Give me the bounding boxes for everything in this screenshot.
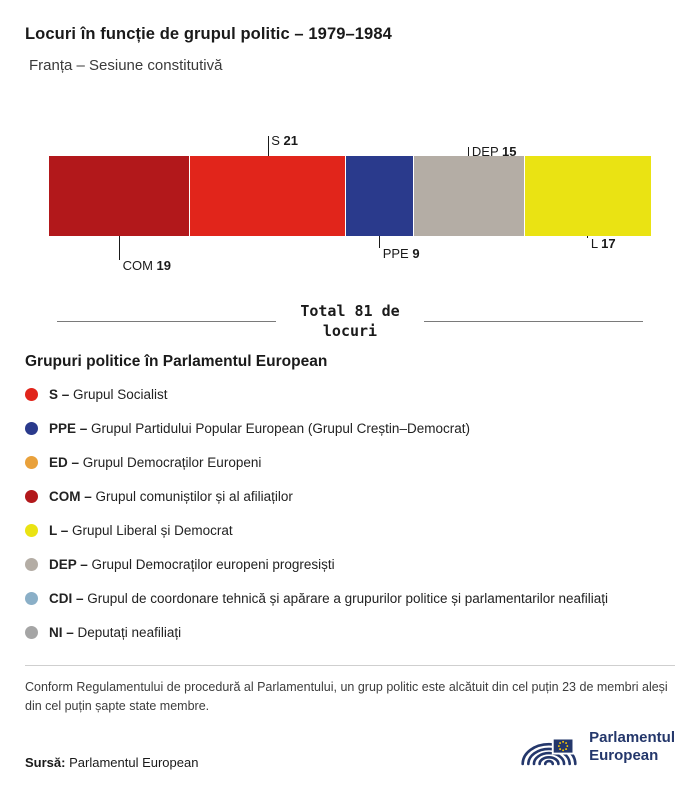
divider-line: [25, 665, 675, 666]
bottom-row: Sursă: Parlamentul European: [25, 724, 675, 770]
stacked-bar-chart: COM 19 S 21 PPE 9 DEP 15 L 17: [49, 126, 651, 276]
legend-item-ppe: PPE – Grupul Partidului Popular European…: [25, 411, 675, 445]
legend-color-dot-cdi: [25, 591, 38, 605]
legend-item-label-dep: DEP – Grupul Democraților europeni progr…: [49, 556, 335, 572]
segment-label-l: L 17: [590, 236, 616, 251]
eu-flag-stars: [558, 740, 569, 752]
logo-wordmark: Parlamentul European: [589, 729, 675, 764]
legend-item-label-cdi: CDI – Grupul de coordonare tehnică și ap…: [49, 590, 609, 606]
legend-heading: Grupuri politice în Parlamentul European: [25, 353, 328, 370]
total-rule-left: [57, 321, 276, 322]
legend-color-dot-ed: [25, 455, 38, 469]
source-text: Parlamentul European: [69, 755, 199, 770]
footnote-text: Conform Regulamentului de procedură al P…: [25, 680, 668, 714]
legend-item-com: COM – Grupul comuniștilor și al afiliați…: [25, 479, 675, 513]
legend-color-dot-ppe: [25, 421, 38, 435]
total-seats-label: Total 81 de locuri: [300, 302, 400, 340]
legend-color-dot-dep: [25, 557, 38, 571]
legend-item-l: L – Grupul Liberal și Democrat: [25, 513, 675, 547]
legend-item-label-ed: ED – Grupul Democraților Europeni: [49, 454, 262, 470]
total-rule-right: [424, 321, 643, 322]
legend-item-label-l: L – Grupul Liberal și Democrat: [49, 522, 233, 538]
total-seats-row: Total 81 de locuri: [57, 302, 643, 341]
segment-label-dep: DEP 15: [471, 144, 517, 159]
legend-item-cdi: CDI – Grupul de coordonare tehnică și ap…: [25, 581, 675, 615]
european-parliament-logo: Parlamentul European: [518, 724, 675, 770]
segment-label-com: COM 19: [122, 258, 172, 273]
source-line: Sursă: Parlamentul European: [25, 755, 198, 770]
seats-bar: [49, 156, 651, 236]
legend-item-dep: DEP – Grupul Democraților europeni progr…: [25, 547, 675, 581]
bar-segment-l: [524, 156, 651, 236]
legend-color-dot-ni: [25, 625, 38, 639]
bar-segment-s: [189, 156, 346, 236]
bar-segment-com: [49, 156, 190, 236]
legend-color-dot-l: [25, 523, 38, 537]
leader-line-s: [267, 136, 269, 156]
legend-color-dot-s: [25, 387, 38, 401]
ep-hemicycle-logo-icon: [521, 737, 577, 766]
legend-item-label-s: S – Grupul Socialist: [49, 386, 168, 402]
legend-color-dot-com: [25, 489, 38, 503]
legend-item-label-com: COM – Grupul comuniștilor și al afiliați…: [49, 488, 293, 504]
leader-line-l: [587, 236, 589, 238]
page-subtitle: Franța – Sesiune constitutivă: [29, 57, 223, 74]
legend-item-ni: NI – Deputați neafiliați: [25, 615, 675, 649]
leader-line-dep: [468, 147, 470, 156]
source-label: Sursă:: [25, 755, 66, 770]
legend-item-s: S – Grupul Socialist: [25, 377, 675, 411]
leader-line-com: [119, 236, 121, 260]
bar-segment-ppe: [345, 156, 413, 236]
legend-list: S – Grupul Socialist PPE – Grupul Partidu…: [25, 377, 675, 649]
legend-item-label-ppe: PPE – Grupul Partidului Popular European…: [49, 420, 470, 436]
legend-item-ed: ED – Grupul Democraților Europeni: [25, 445, 675, 479]
bar-segment-dep: [412, 156, 525, 236]
segment-label-ppe: PPE 9: [382, 246, 420, 261]
segment-label-s: S 21: [271, 133, 298, 148]
legend-item-label-ni: NI – Deputați neafiliați: [49, 624, 182, 640]
page-title: Locuri în funcție de grupul politic – 19…: [25, 25, 392, 43]
leader-line-ppe: [379, 236, 381, 248]
